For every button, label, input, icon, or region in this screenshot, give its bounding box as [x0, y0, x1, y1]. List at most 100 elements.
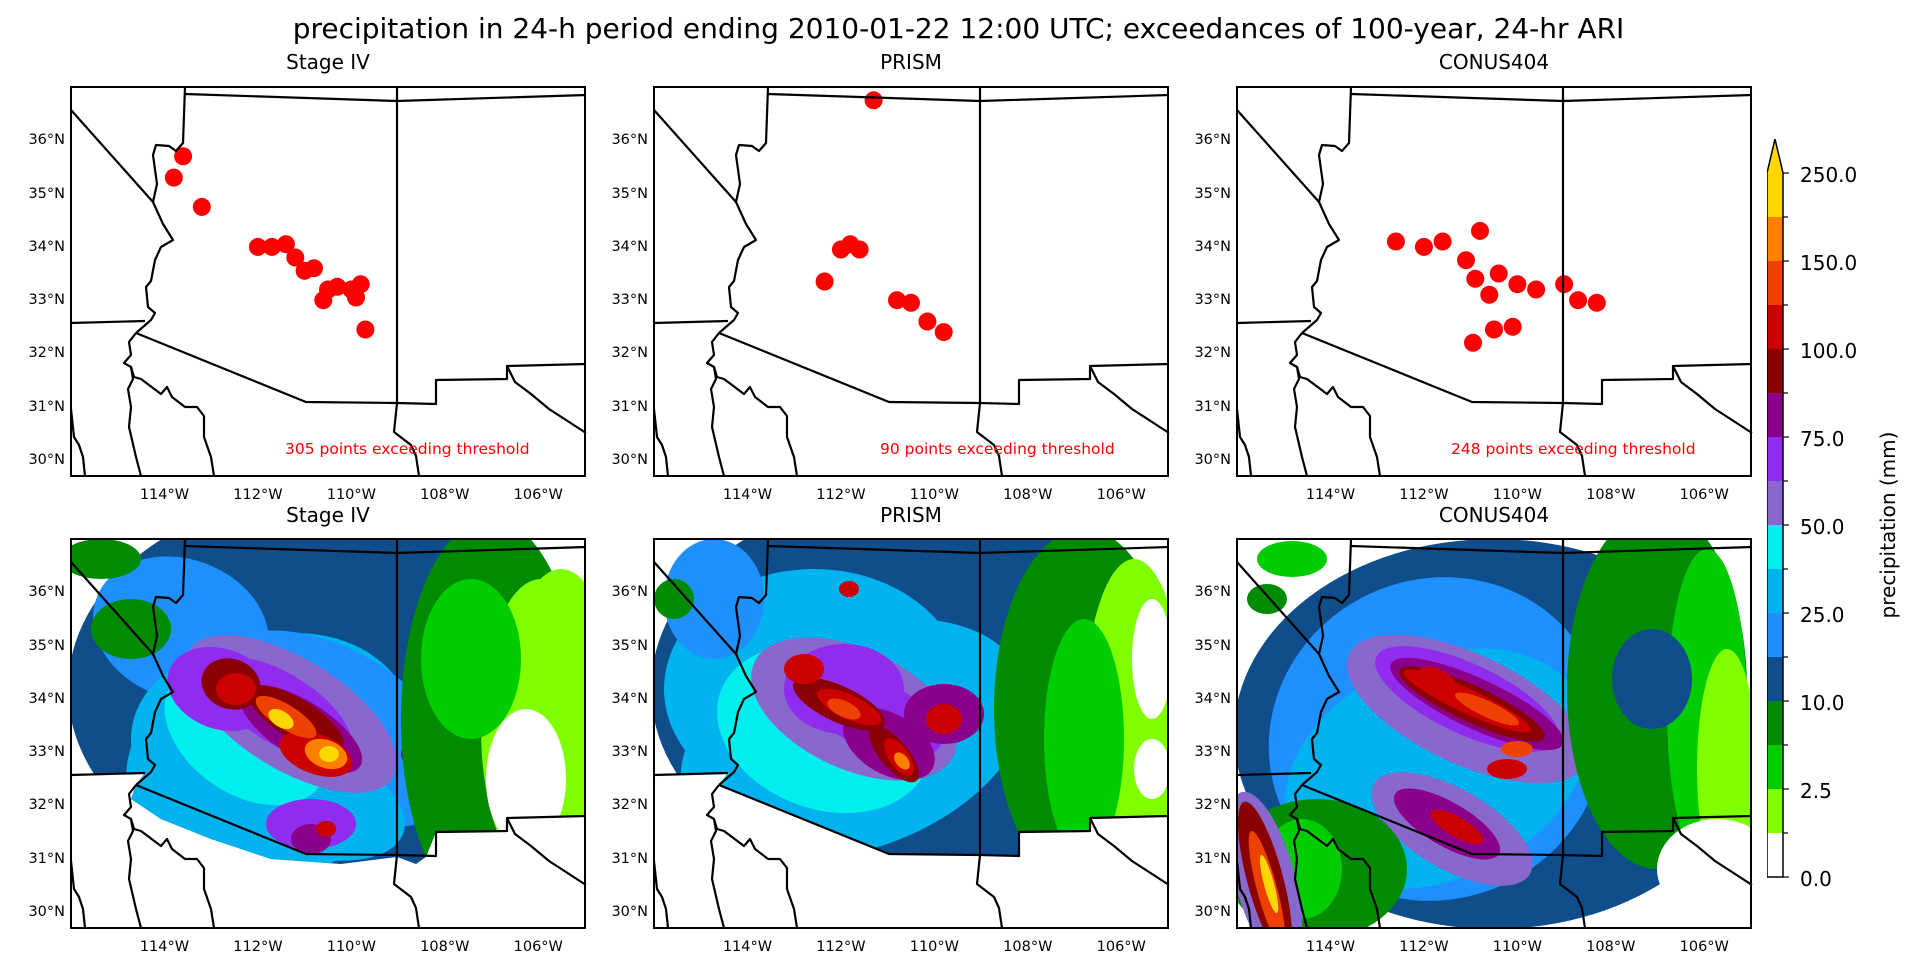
colorbar-tick-25: 25.0 — [1800, 603, 1845, 627]
panel-title-top-conus404: CONUS404 — [1438, 50, 1550, 74]
exceedance-count-conus404: 248 points exceeding threshold — [1451, 440, 1696, 458]
state-borders — [1235, 538, 1753, 929]
panel-title-top-prism: PRISM — [880, 50, 942, 74]
colorbar-tick-250: 250.0 — [1800, 163, 1858, 187]
lat-tick-label: 31°N — [28, 398, 65, 415]
exceedance-points — [164, 147, 375, 339]
lon-tick-label: 106°W — [1679, 487, 1729, 503]
colorbar-tick-10: 10.0 — [1800, 691, 1845, 715]
state-borders — [652, 86, 1170, 477]
lat-tick-label: 34°N — [1194, 690, 1231, 707]
lat-tick-label: 34°N — [28, 238, 65, 255]
lon-tick-label: 108°W — [1586, 939, 1636, 955]
precipitation-map — [69, 538, 587, 929]
colorbar-bins — [1766, 138, 1789, 878]
exceedance-points — [815, 91, 953, 342]
axes-frame — [1236, 538, 1752, 929]
lon-tick-label: 110°W — [1492, 939, 1542, 955]
axes-frame — [70, 538, 586, 929]
exceedance-points — [1386, 221, 1606, 352]
state-borders — [652, 538, 1170, 929]
lon-tick-label: 108°W — [1586, 487, 1636, 503]
lon-tick-label: 112°W — [816, 487, 866, 503]
axes-frame — [653, 538, 1169, 929]
map-panel-stage-iv-exceedance — [69, 86, 587, 477]
map-panel-prism-precip — [652, 538, 1170, 929]
lat-tick-label: 31°N — [28, 850, 65, 867]
lat-tick-label: 36°N — [1194, 132, 1231, 149]
precipitation-filled-contours — [654, 539, 1169, 856]
panel-title-bottom-prism: PRISM — [880, 503, 942, 527]
lon-tick-label: 110°W — [1492, 487, 1542, 503]
figure-title: precipitation in 24-h period ending 2010… — [292, 12, 1625, 45]
lon-tick-label: 114°W — [722, 939, 773, 955]
lon-tick-label: 112°W — [233, 939, 283, 955]
lat-tick-label: 30°N — [28, 904, 65, 920]
lon-tick-label: 114°W — [1305, 487, 1356, 503]
lat-tick-label: 30°N — [28, 452, 65, 468]
lat-tick-label: 35°N — [611, 185, 648, 202]
lon-tick-label: 110°W — [909, 487, 959, 503]
lat-tick-label: 30°N — [1194, 452, 1231, 468]
lat-tick-label: 33°N — [1194, 744, 1231, 761]
lat-tick-label: 35°N — [611, 637, 648, 654]
axes-frame — [1236, 86, 1752, 477]
lon-tick-label: 108°W — [1003, 939, 1053, 955]
colorbar — [1766, 138, 1789, 879]
state-borders — [69, 86, 587, 477]
lat-tick-label: 35°N — [28, 185, 65, 202]
lat-tick-label: 31°N — [611, 398, 648, 415]
colorbar-label: precipitation (mm) — [1876, 431, 1900, 619]
lat-tick-label: 33°N — [611, 292, 648, 309]
state-borders — [1235, 86, 1753, 477]
lon-tick-label: 112°W — [1399, 939, 1449, 955]
lon-tick-label: 106°W — [1096, 939, 1146, 955]
lat-tick-label: 36°N — [1194, 584, 1231, 601]
lat-tick-label: 34°N — [611, 690, 648, 707]
lat-tick-label: 31°N — [611, 850, 648, 867]
lat-tick-label: 35°N — [1194, 637, 1231, 654]
lat-tick-label: 32°N — [28, 345, 65, 362]
lon-tick-label: 110°W — [326, 939, 376, 955]
colorbar-tick-50: 50.0 — [1800, 515, 1845, 539]
lat-tick-label: 31°N — [1194, 398, 1231, 415]
lat-tick-label: 34°N — [1194, 238, 1231, 255]
lat-tick-label: 33°N — [611, 744, 648, 761]
map-panel-conus404-exceedance — [1235, 86, 1753, 477]
lon-tick-label: 114°W — [722, 487, 773, 503]
lon-tick-label: 112°W — [816, 939, 866, 955]
exceedance-map — [1235, 86, 1753, 477]
lon-tick-label: 114°W — [139, 939, 190, 955]
exceedance-count-stage-iv: 305 points exceeding threshold — [285, 440, 530, 458]
axes-frame — [653, 86, 1169, 477]
lat-tick-label: 32°N — [611, 345, 648, 362]
lat-tick-label: 31°N — [1194, 850, 1231, 867]
exceedance-count-prism: 90 points exceeding threshold — [880, 440, 1115, 458]
colorbar-tick-100: 100.0 — [1800, 339, 1858, 363]
colorbar-tick-2-5: 2.5 — [1800, 779, 1832, 803]
lat-tick-label: 34°N — [611, 238, 648, 255]
lat-tick-label: 30°N — [1194, 904, 1231, 920]
panel-title-bottom-stage-iv: Stage IV — [286, 503, 370, 527]
lat-tick-label: 36°N — [611, 132, 648, 149]
lon-tick-label: 112°W — [1399, 487, 1449, 503]
lat-tick-label: 36°N — [28, 584, 65, 601]
lat-tick-label: 30°N — [611, 452, 648, 468]
lat-tick-label: 30°N — [611, 904, 648, 920]
lon-tick-label: 114°W — [139, 487, 190, 503]
lon-tick-label: 112°W — [233, 487, 283, 503]
map-panel-prism-exceedance — [652, 86, 1170, 477]
colorbar-tick-75: 75.0 — [1800, 427, 1845, 451]
lon-tick-label: 108°W — [1003, 487, 1053, 503]
lon-tick-label: 106°W — [1679, 939, 1729, 955]
lat-tick-label: 32°N — [28, 797, 65, 814]
lon-tick-label: 114°W — [1305, 939, 1356, 955]
lat-tick-label: 33°N — [1194, 292, 1231, 309]
map-panel-stage-iv-precip — [69, 538, 587, 929]
axes-frame — [70, 86, 586, 477]
lat-tick-label: 33°N — [28, 744, 65, 761]
lat-tick-label: 35°N — [28, 637, 65, 654]
exceedance-map — [652, 86, 1170, 477]
lat-tick-label: 36°N — [28, 132, 65, 149]
lon-tick-label: 106°W — [1096, 487, 1146, 503]
